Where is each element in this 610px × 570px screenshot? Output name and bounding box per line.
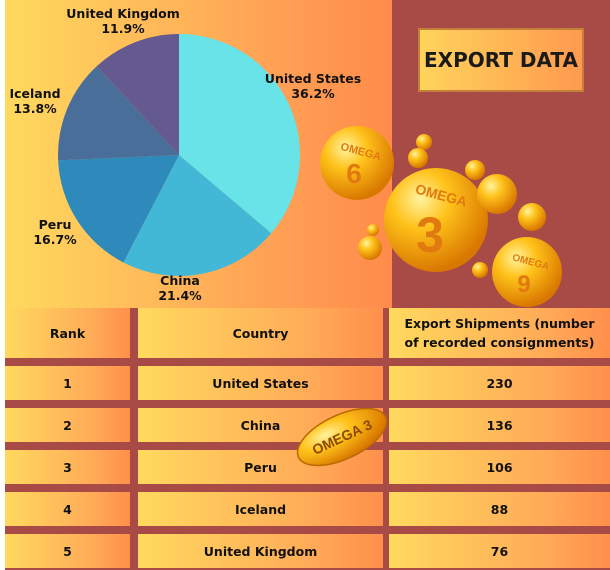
table-cell: Iceland: [138, 492, 383, 526]
table-cell: 106: [389, 450, 610, 484]
table-cell: Peru: [138, 450, 383, 484]
table-header-cell: Rank: [5, 308, 130, 358]
label-china: China 21.4%: [158, 273, 202, 303]
pie-slice-peru: [58, 155, 179, 263]
pie-slice-united-states: [179, 34, 300, 234]
title-badge: EXPORT DATA: [418, 28, 584, 92]
pie-slice-iceland: [58, 66, 179, 161]
table-cell: United States: [138, 366, 383, 400]
pie-chart: [58, 34, 300, 276]
table-cell: 2: [5, 408, 130, 442]
label-united-states: United States 36.2%: [264, 71, 362, 101]
table-cell: 5: [5, 534, 130, 568]
label-peru: Peru 16.7%: [33, 217, 77, 247]
table-cell: United Kingdom: [138, 534, 383, 568]
table-cell: 1: [5, 366, 130, 400]
pie-slice-china: [123, 155, 272, 276]
table-cell: 230: [389, 366, 610, 400]
table-cell: China: [138, 408, 383, 442]
table-header-cell: Country: [138, 308, 383, 358]
label-iceland: Iceland 13.8%: [9, 86, 61, 116]
table-cell: 88: [389, 492, 610, 526]
label-united-kingdom: United Kingdom 11.9%: [66, 6, 180, 36]
table-header-cell: Export Shipments (number of recorded con…: [389, 308, 610, 358]
table-cell: 4: [5, 492, 130, 526]
table-cell: 76: [389, 534, 610, 568]
table-cell: 136: [389, 408, 610, 442]
table-cell: 3: [5, 450, 130, 484]
pie-slice-united-kingdom: [96, 34, 179, 155]
